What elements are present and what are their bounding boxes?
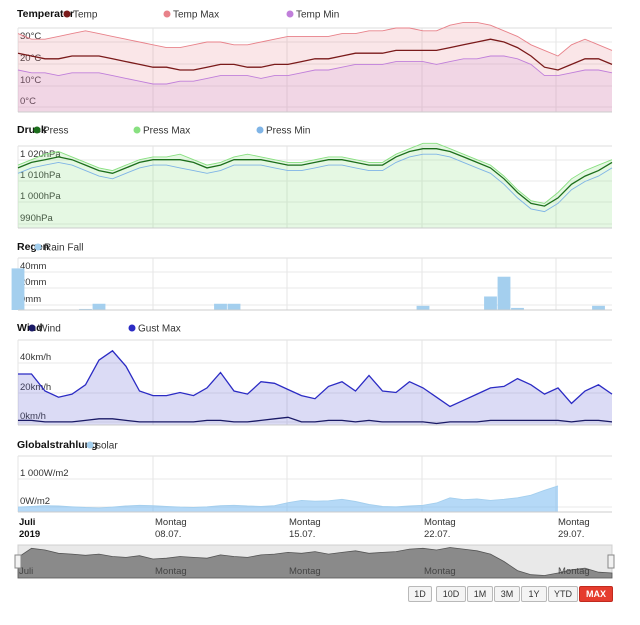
navigator-label: Montag bbox=[289, 566, 321, 577]
x-tick-line2: 22.07. bbox=[424, 529, 450, 540]
series-line-temp bbox=[17, 38, 613, 71]
panel-title-temperatur: Temperatur bbox=[17, 8, 74, 20]
series-fill-temp-min bbox=[18, 56, 612, 112]
rain-bar bbox=[227, 303, 241, 310]
series-fill-gust-max bbox=[18, 350, 612, 425]
range-button-ytd[interactable]: YTD bbox=[548, 586, 578, 602]
legend-marker-press-max bbox=[133, 126, 141, 134]
y-tick-label: 0km/h bbox=[20, 411, 46, 422]
legend-item-rain-fall[interactable]: Rain Fall bbox=[44, 243, 83, 254]
rain-bar bbox=[497, 276, 511, 310]
legend-marker-press bbox=[33, 126, 41, 134]
y-tick-label: 20mm bbox=[20, 277, 46, 288]
legend-item-temp-max[interactable]: Temp Max bbox=[173, 10, 219, 21]
plot-area-wind bbox=[18, 340, 612, 425]
legend-item-wind[interactable]: Wind bbox=[38, 324, 61, 335]
navigator-label: Juli bbox=[19, 566, 33, 577]
x-tick-line2: 29.07. bbox=[558, 529, 584, 540]
rain-bar bbox=[79, 308, 92, 310]
series-line-wind bbox=[18, 416, 613, 425]
y-tick-label: 990hPa bbox=[20, 213, 53, 224]
x-tick-line1: Montag bbox=[558, 517, 590, 528]
series-line-press-min bbox=[17, 153, 613, 213]
navigator-handle-left[interactable] bbox=[14, 554, 22, 569]
series-line-press-max bbox=[17, 142, 613, 204]
series-fill-solar bbox=[18, 485, 558, 512]
legend-marker-temp bbox=[63, 10, 71, 18]
rain-bar bbox=[214, 303, 227, 310]
legend-marker-temp-min bbox=[286, 10, 294, 18]
panel-title-globalstrahlung: Globalstrahlung bbox=[17, 439, 98, 451]
series-line-press bbox=[17, 148, 613, 207]
x-tick-line2: 2019 bbox=[19, 529, 40, 540]
y-tick-label: 0°C bbox=[20, 96, 36, 107]
y-tick-label: 40km/h bbox=[20, 352, 51, 363]
rain-bar bbox=[416, 305, 430, 310]
series-line-temp-max bbox=[17, 21, 613, 57]
y-tick-label: 20km/h bbox=[20, 382, 51, 393]
legend-marker-solar bbox=[86, 441, 94, 449]
range-button-1y[interactable]: 1Y bbox=[521, 586, 547, 602]
panel-title-regen: Regen bbox=[17, 241, 49, 253]
legend-item-gust-max[interactable]: Gust Max bbox=[138, 324, 181, 335]
range-button-max[interactable]: MAX bbox=[579, 586, 613, 602]
x-tick-line1: Montag bbox=[424, 517, 456, 528]
series-line-gust-max bbox=[18, 349, 613, 408]
range-button-1d[interactable]: 1D bbox=[408, 586, 432, 602]
navigator-series-area bbox=[17, 547, 613, 579]
legend-marker-wind bbox=[28, 324, 36, 332]
legend-marker-press-min bbox=[256, 126, 264, 134]
y-tick-label: 30°C bbox=[20, 31, 41, 42]
x-tick-line1: Montag bbox=[155, 517, 187, 528]
range-button-10d[interactable]: 10D bbox=[436, 586, 466, 602]
rain-bar bbox=[92, 303, 106, 310]
navigator-label: Montag bbox=[155, 566, 187, 577]
y-tick-label: 1 010hPa bbox=[20, 170, 61, 181]
plot-area-regen bbox=[18, 258, 612, 310]
y-tick-label: 0W/m2 bbox=[20, 496, 50, 507]
series-line-temp-min bbox=[17, 55, 613, 85]
legend-item-temp[interactable]: Temp bbox=[73, 10, 98, 21]
legend-item-temp-min[interactable]: Temp Min bbox=[296, 10, 339, 21]
legend-item-press-min[interactable]: Press Min bbox=[266, 126, 310, 137]
navigator-handle-right[interactable] bbox=[607, 554, 615, 569]
x-tick-line1: Juli bbox=[19, 517, 35, 528]
legend-item-solar[interactable]: solar bbox=[96, 441, 118, 452]
legend-marker-rain-fall bbox=[34, 243, 42, 251]
rain-bar bbox=[511, 307, 524, 310]
legend-marker-temp-max bbox=[163, 10, 171, 18]
y-tick-label: 0mm bbox=[20, 294, 41, 305]
range-button-1m[interactable]: 1M bbox=[467, 586, 493, 602]
panel-title-druck: Druck bbox=[17, 124, 47, 136]
rain-bar bbox=[11, 268, 25, 310]
legend-item-press[interactable]: Press bbox=[43, 126, 69, 137]
range-button-3m[interactable]: 3M bbox=[494, 586, 520, 602]
y-tick-label: 1 020hPa bbox=[20, 149, 61, 160]
x-tick-line1: Montag bbox=[289, 517, 321, 528]
y-tick-label: 1 000hPa bbox=[20, 191, 61, 202]
legend-marker-gust-max bbox=[128, 324, 136, 332]
x-tick-line2: 08.07. bbox=[155, 529, 181, 540]
legend-item-press-max[interactable]: Press Max bbox=[143, 126, 190, 137]
rain-bar bbox=[484, 296, 497, 310]
navigator-label: Montag bbox=[558, 566, 590, 577]
rain-bar bbox=[592, 305, 605, 310]
y-tick-label: 20°C bbox=[20, 53, 41, 64]
y-tick-label: 40mm bbox=[20, 261, 46, 272]
navigator-label: Montag bbox=[424, 566, 456, 577]
series-fill-press-max bbox=[18, 143, 612, 228]
y-tick-label: 10°C bbox=[20, 75, 41, 86]
y-tick-label: 1 000W/m2 bbox=[20, 468, 69, 479]
x-tick-line2: 15.07. bbox=[289, 529, 315, 540]
